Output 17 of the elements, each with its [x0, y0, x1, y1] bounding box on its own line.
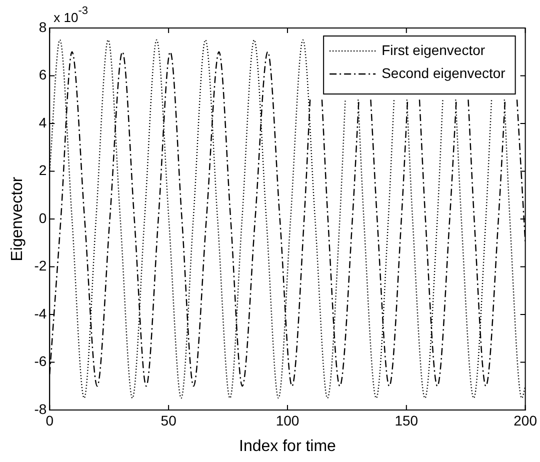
x-tick-label: 100 — [276, 412, 300, 428]
y-axis-title: Eigenvector — [9, 176, 26, 262]
x-tick-label: 200 — [514, 412, 538, 428]
y-tick-label: 0 — [38, 210, 47, 226]
y-tick-label: -6 — [34, 353, 47, 370]
y-tick-label: 2 — [38, 162, 47, 178]
y-tick-label: 8 — [38, 18, 47, 35]
x-tick-label: 50 — [160, 412, 177, 428]
y-tick-label: 6 — [38, 66, 47, 83]
legend-label: Second eigenvector — [382, 64, 506, 81]
y-tick-label: -2 — [34, 258, 47, 274]
x-tick-label: 150 — [394, 412, 418, 428]
y-tick-label: -4 — [34, 305, 47, 322]
x-axis-title: Index for time — [239, 438, 336, 455]
y-tick-label: -8 — [34, 400, 47, 417]
legend-label: First eigenvector — [382, 42, 486, 58]
y-tick-label: 4 — [38, 114, 47, 130]
